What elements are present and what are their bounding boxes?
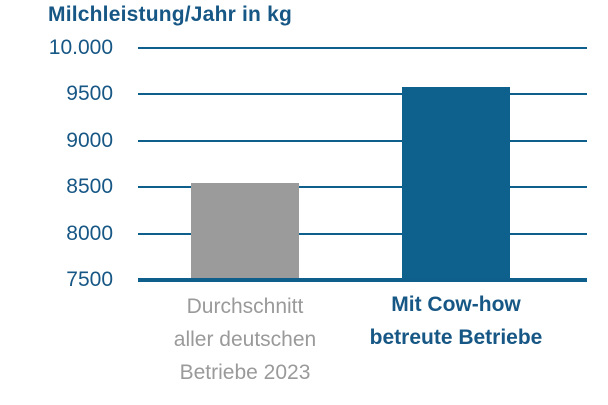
gridline — [138, 93, 587, 96]
chart-title: Milchleistung/Jahr in kg — [48, 3, 293, 26]
bar-durchschnitt — [191, 183, 299, 280]
gridline — [138, 139, 587, 142]
y-tick-label: 7500 — [66, 268, 113, 291]
y-tick-label: 10.000 — [48, 36, 113, 59]
x-label-cow-how: Mit Cow-how betreute Betriebe — [341, 288, 571, 354]
x-label-durchschnitt: Durchschnitt aller deutschen Betriebe 2023 — [130, 290, 360, 389]
x-label-line: Durchschnitt — [186, 295, 304, 318]
y-tick-label: 8000 — [66, 221, 113, 245]
y-tick-label: 8500 — [66, 175, 113, 199]
x-axis-line — [138, 278, 587, 282]
bar-cow-how — [402, 86, 510, 280]
gridline — [138, 186, 587, 189]
x-label-line: aller deutschen — [173, 328, 317, 351]
gridline — [138, 47, 587, 49]
y-tick-label: 9500 — [66, 82, 113, 106]
y-tick-label: 9000 — [66, 128, 113, 152]
x-label-line: Mit Cow-how — [391, 293, 521, 316]
x-label-line: Betriebe 2023 — [179, 361, 311, 384]
gridline — [138, 232, 587, 235]
x-label-line: betreute Betriebe — [369, 326, 543, 349]
